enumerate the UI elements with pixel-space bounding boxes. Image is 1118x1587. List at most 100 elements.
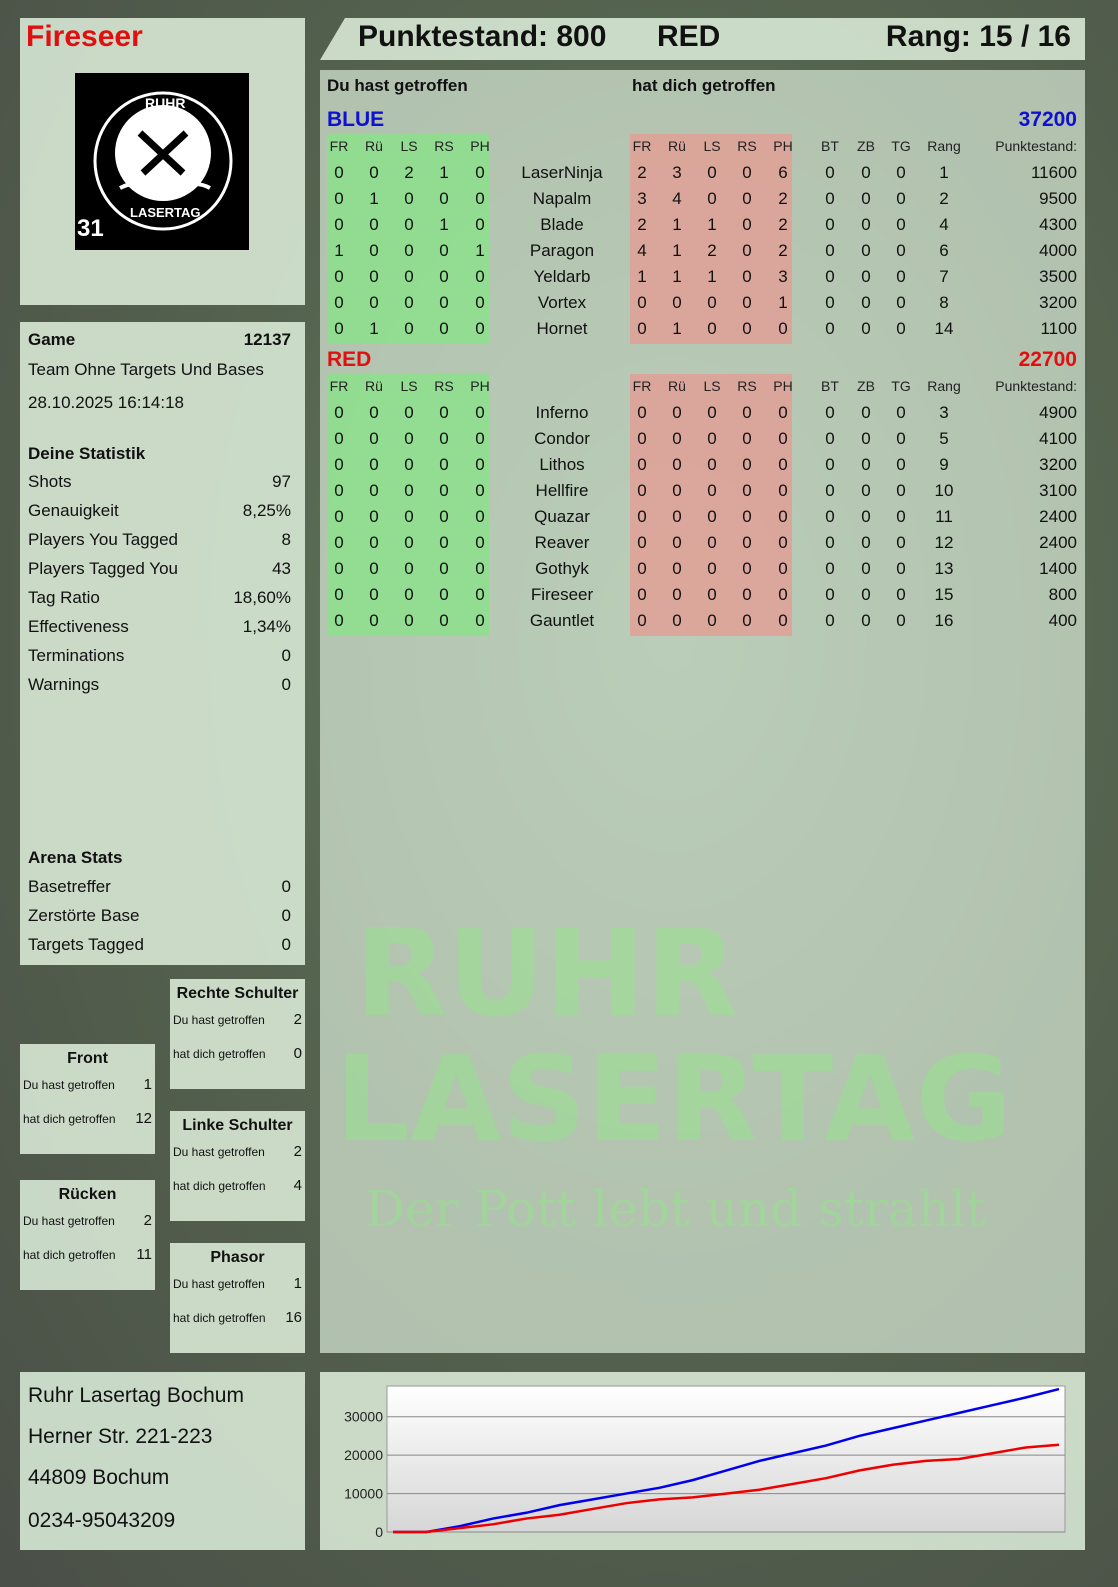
logo-text-bottom: LASERTAG [130,205,201,220]
hit-you-value: 0 [707,429,717,448]
you-hit-value: 0 [369,585,379,604]
you-hit-value: 0 [439,585,449,604]
hit-you-value: 2 [778,215,788,234]
you-hit-value: 0 [334,585,344,604]
stat-row: Tag Ratio 18,60% [28,588,291,608]
hit-you-value: 0 [742,611,752,630]
hit-you-value: 0 [707,163,717,182]
hit-you-value: 4 [672,189,682,208]
you-hit-value: 0 [334,429,344,448]
extra-value: 10 [934,481,954,500]
hit-you-value: 1 [672,241,682,260]
you-hit-value: 0 [334,293,344,312]
player-points: 4100 [1039,429,1077,448]
you-hit-value: 1 [369,189,379,208]
you-hit-value: 0 [404,267,414,286]
hit-you-value: 0 [672,611,682,630]
hit-you-value: 0 [672,403,682,422]
you-hit-value: 0 [404,507,414,526]
player-points: 1400 [1039,559,1077,578]
stat-label: Shots [28,472,72,491]
hit-you-value: 0 [637,611,647,630]
hit-you-value: 0 [742,215,752,234]
zone-you-hit-value: 2 [143,1212,152,1229]
hit-you-value: 0 [778,507,788,526]
extra-value: 0 [825,585,835,604]
hit-you-value: 1 [637,267,647,286]
extra-value: 1 [939,163,949,182]
you-hit-value: 0 [475,403,485,422]
you-hit-value: 0 [369,481,379,500]
hit-you-value: 4 [637,241,647,260]
arena-title: Arena Stats [28,848,291,868]
hit-you-value: 0 [707,533,717,552]
zone-hit-you-value: 16 [285,1309,302,1326]
hit-you-value: 1 [672,215,682,234]
column-header: Rang [927,138,961,154]
extra-value: 0 [861,481,871,500]
hit-you-block [630,134,792,344]
arena-title-text: Arena Stats [28,848,123,867]
arena-row: Basetreffer 0 [28,877,291,897]
extra-value: 0 [896,507,906,526]
zone-hit-you-label: hat dich getroffen [173,1047,266,1061]
zone-you-hit-label: Du hast getroffen [23,1078,115,1092]
player-name-cell: Condor [534,429,590,448]
extra-value: 0 [825,293,835,312]
column-header: PH [773,138,793,154]
extra-value: 0 [861,293,871,312]
hit-you-value: 0 [637,481,647,500]
hit-you-value: 0 [672,429,682,448]
hit-you-value: 1 [707,215,717,234]
player-points: 3100 [1039,481,1077,500]
stat-value: 0 [281,646,291,665]
you-hit-value: 0 [439,319,449,338]
you-hit-value: 0 [404,241,414,260]
hit-you-value: 0 [742,533,752,552]
player-name: Fireseer [26,20,143,53]
you-hit-value: 0 [369,429,379,448]
player-name-cell: Inferno [535,403,589,422]
stat-label: Tag Ratio [28,588,100,607]
column-header: RS [434,138,454,154]
you-hit-value: 2 [404,163,414,182]
extra-value: 0 [825,163,835,182]
column-header: Rü [365,138,383,154]
extra-value: 0 [896,241,906,260]
hit-you-value: 0 [637,429,647,448]
you-hit-value: 0 [369,611,379,630]
hit-you-value: 0 [637,585,647,604]
extra-value: 0 [896,215,906,234]
stat-value: 0 [281,675,291,694]
hit-you-value: 0 [742,241,752,260]
extra-value: 0 [825,559,835,578]
you-hit-value: 0 [334,481,344,500]
extra-value: 6 [939,241,949,260]
extra-value: 0 [861,163,871,182]
score-label: Punktestand: 800 [358,20,607,53]
hit-you-value: 0 [637,533,647,552]
you-hit-value: 0 [404,189,414,208]
column-header: RS [737,378,757,394]
hit-you-value: 0 [778,611,788,630]
you-hit-value: 0 [369,533,379,552]
player-panel: Fireseer RUHR LASERTAG 31 [20,18,305,305]
column-header: BT [821,378,839,394]
extra-value: 0 [896,481,906,500]
header-bar: Punktestand: 800 RED Rang: 15 / 16 [320,18,1085,60]
zone-hit-you-label: hat dich getroffen [23,1112,116,1126]
stat-row: Shots 97 [28,472,291,492]
zone-hit-you-value: 12 [135,1110,152,1127]
player-name-cell: Paragon [529,241,595,260]
hit-you-value: 2 [637,163,647,182]
hit-you-value: 0 [707,293,717,312]
extra-value: 0 [861,611,871,630]
you-hit-value: 1 [439,215,449,234]
hit-you-value: 2 [637,215,647,234]
extra-value: 2 [939,189,949,208]
stat-row: Effectiveness 1,34% [28,617,291,637]
stats-title-text: Deine Statistik [28,444,146,463]
you-hit-value: 0 [404,293,414,312]
zone-box: Phasor Du hast getroffen 1 hat dich getroff… [170,1243,305,1353]
team-total: 22700 [1018,348,1077,371]
